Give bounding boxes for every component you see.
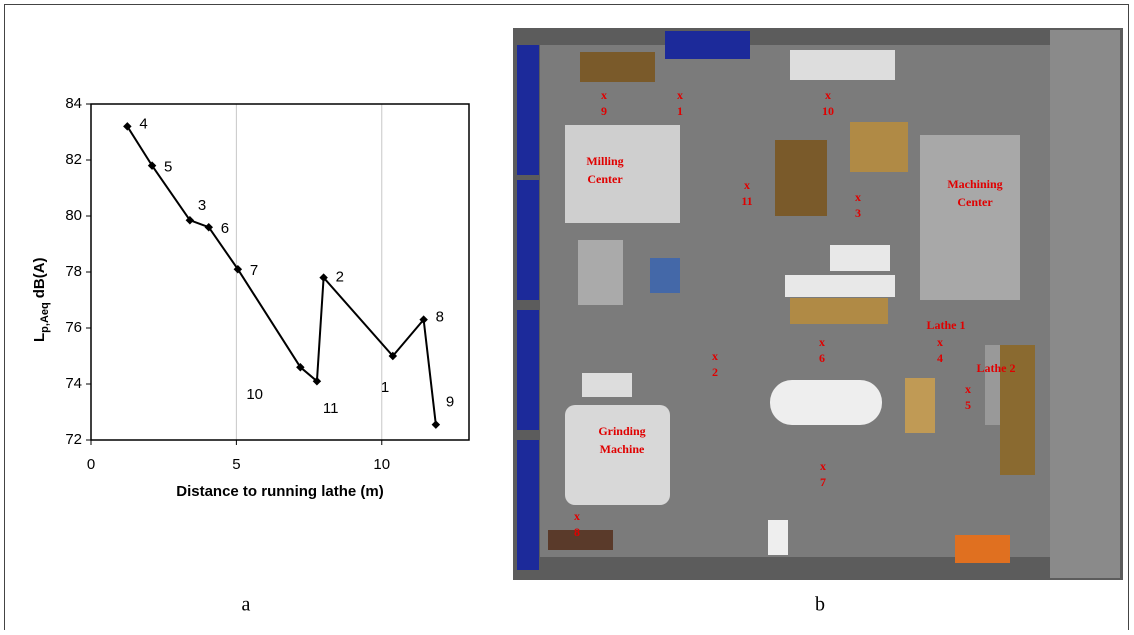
area-label: Milling [586,154,623,168]
marker [312,376,322,386]
door [665,31,750,59]
marker-symbol: x [820,459,826,473]
marker-label: 9 [601,104,607,118]
marker-symbol: x [855,190,861,204]
marker [388,351,398,361]
marker-label: 1 [677,104,683,118]
bench [548,530,613,550]
point-label: 9 [446,394,454,411]
shelf [1050,30,1120,578]
point-label: 8 [436,309,444,326]
point-label: 6 [221,220,229,237]
x-axis-title: Distance to running lathe (m) [176,483,384,500]
y-tick-label: 82 [65,151,82,168]
y-tick-label: 84 [65,95,82,112]
floor-plan [513,28,1123,580]
y-axis-title: Lp,Aeq dB(A) [31,257,51,342]
caption: a [242,594,251,616]
marker-label: 3 [855,206,861,220]
y-axis-title-part: L [31,333,48,342]
marker-symbol: x [965,382,971,396]
window [517,180,539,300]
point-label: 1 [381,379,389,396]
marker-label: 8 [574,525,580,539]
window [517,440,539,570]
table [775,140,827,216]
y-tick-label: 76 [65,319,82,336]
point-label: 5 [164,159,172,176]
marker [204,222,214,232]
bin [768,520,788,555]
area-label: Center [957,195,993,209]
bench [582,373,632,397]
marker-symbol: x [937,335,943,349]
point-label: 11 [323,400,339,417]
marker [185,215,195,225]
marker-symbol: x [601,88,607,102]
y-axis-title-part: dB(A) [31,257,48,298]
marker-label: 6 [819,351,825,365]
caption: b [815,594,825,616]
point-label: 10 [246,386,263,403]
bench [905,378,935,433]
marker-label: 4 [937,351,943,365]
point-label: 3 [198,197,206,214]
x-tick-label: 0 [87,456,95,473]
area-label: Machining [947,177,1002,191]
marker-symbol: x [574,509,580,523]
area-label: Center [587,172,623,186]
area-label: Machine [600,442,645,456]
marker-symbol: x [744,178,750,192]
marker [147,161,157,170]
y-axis-title-part: p,Aeq [39,302,51,333]
marker-symbol: x [712,349,718,363]
window [517,310,539,430]
window [517,45,539,175]
marker-label: 2 [712,365,718,379]
marker-symbol: x [677,88,683,102]
machining-center [920,135,1020,300]
milling-center [565,125,680,223]
bench [785,275,895,297]
y-tick-label: 80 [65,207,82,224]
table [850,122,908,172]
bench [790,298,888,324]
point-label: 2 [336,269,344,286]
marker [123,122,132,131]
marker [319,273,328,282]
point-label: 7 [250,262,258,279]
marker [431,420,441,429]
area-label: Lathe 2 [977,361,1016,375]
point-label: 4 [139,115,147,132]
marker-label: 11 [741,194,752,208]
marker-label: 5 [965,398,971,412]
marker-symbol: x [819,335,825,349]
marker [233,264,243,274]
area-label: Lathe 1 [927,318,966,332]
bench [580,52,655,82]
grinding-machine [565,405,670,505]
y-tick-label: 78 [65,263,82,280]
machine [650,258,680,293]
marker-symbol: x [825,88,831,102]
marker-label: 10 [822,104,834,118]
machine [578,240,623,305]
y-tick-label: 72 [65,431,82,448]
marker [419,315,428,324]
x-tick-label: 10 [373,456,390,473]
bench [830,245,890,271]
meeting-table [770,380,882,425]
y-tick-label: 74 [65,375,82,392]
marker [296,362,305,372]
line [126,125,437,425]
figure-frame [4,4,1129,635]
area-label: Grinding [598,424,645,438]
cabinet [790,50,895,80]
cabinet [955,535,1010,563]
x-tick-label: 5 [232,456,240,473]
marker-label: 7 [820,475,826,489]
bench [1000,345,1035,475]
plot-frame [90,103,470,441]
